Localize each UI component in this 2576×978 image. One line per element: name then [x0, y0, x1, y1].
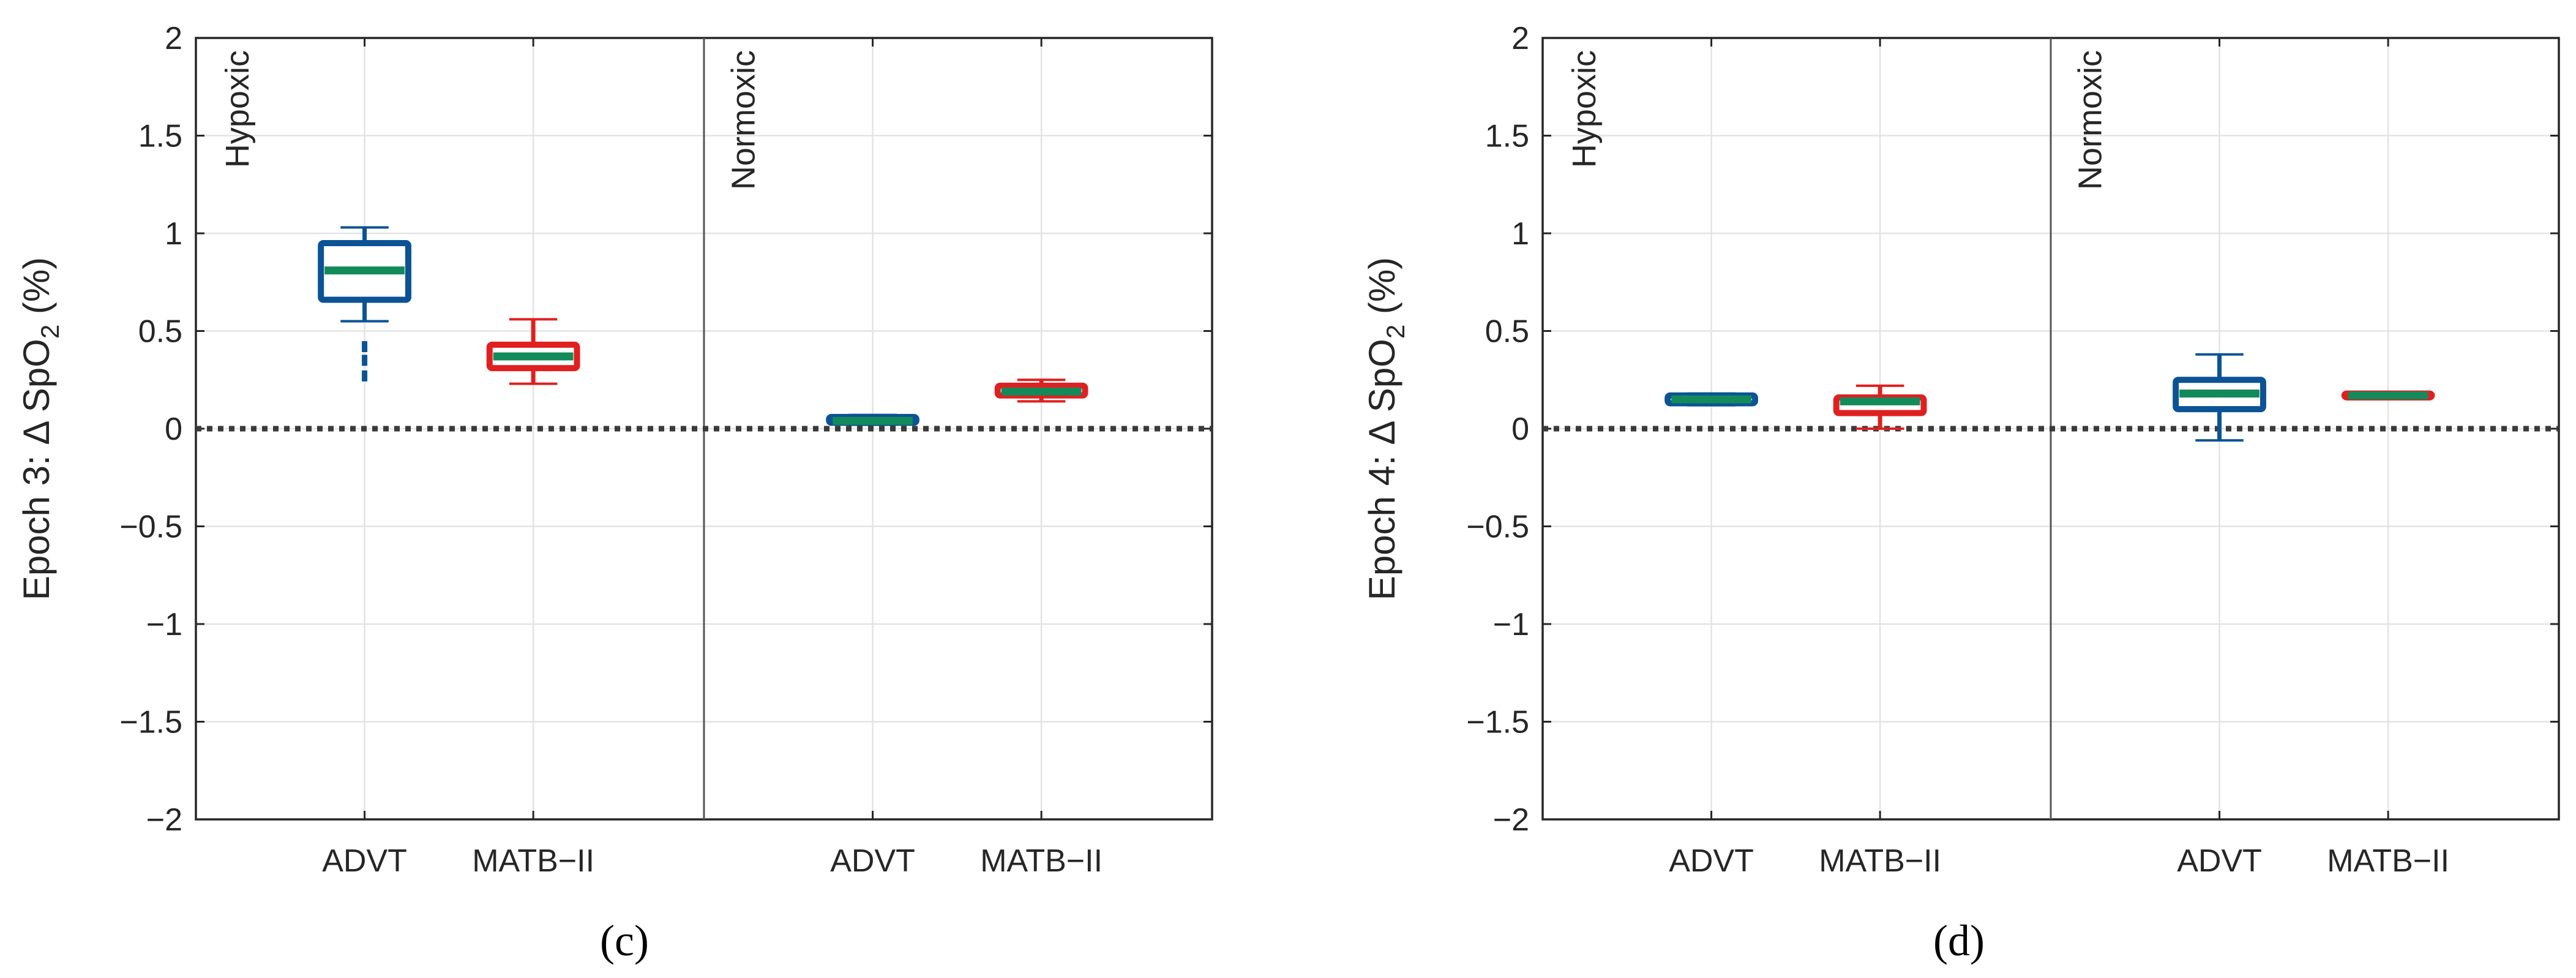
box-normoxic-advt — [826, 413, 919, 426]
x-tick-label: MATB−II — [472, 843, 594, 879]
box-normoxic-advt — [2173, 353, 2266, 442]
y-tick-label: −1 — [1493, 607, 1529, 642]
box-hypoxic-advt — [1664, 392, 1758, 407]
y-tick-label: −1.5 — [1466, 705, 1529, 740]
y-tick-label: −0.5 — [119, 510, 182, 545]
y-tick-label: 2 — [1511, 21, 1529, 56]
y-axis-label-units: (%) — [1361, 257, 1402, 325]
y-axis-label-units: (%) — [16, 257, 57, 325]
y-tick-label: 1.5 — [1485, 119, 1529, 154]
x-tick-label: MATB−II — [2327, 843, 2449, 879]
y-tick-label: 1 — [165, 216, 182, 252]
panel-label: (d) — [1933, 916, 1985, 965]
y-axis-label-main: Epoch 3: Δ SpO — [16, 339, 57, 600]
x-tick-label: ADVT — [322, 843, 407, 879]
box-hypoxic-matb — [486, 318, 580, 385]
box-hypoxic-advt — [318, 226, 411, 382]
chart-panel-c: 2 1.5 1 0.5 0 −0.5 −1 −1.5 −2 ADVT MATB−II ADVT MATB… — [16, 21, 1213, 879]
y-tick-label: 0.5 — [1485, 314, 1529, 350]
y-tick-label: 1 — [1511, 216, 1529, 252]
y-tick-label: −0.5 — [1466, 510, 1529, 545]
y-axis-label: Epoch 3: Δ SpO2 (%) — [16, 257, 64, 600]
y-tick-label: −2 — [1493, 802, 1529, 838]
y-tick-label: 0 — [1511, 412, 1529, 447]
x-tick-label: MATB−II — [1819, 843, 1941, 879]
box-normoxic-matb — [2341, 390, 2435, 401]
y-tick-label: −2 — [146, 802, 182, 838]
y-axis-label: Epoch 4: Δ SpO2 (%) — [1361, 257, 1410, 600]
panel-label: (c) — [600, 916, 649, 965]
x-tick-label: ADVT — [1669, 843, 1754, 879]
chart-panel-d: 2 1.5 1 0.5 0 −0.5 −1 −1.5 −2 ADVT MATB−II ADVT MATB… — [1361, 21, 2560, 879]
y-axis-label-subscript: 2 — [1381, 325, 1410, 339]
y-tick-label: 1.5 — [138, 119, 182, 154]
y-axis-label-main: Epoch 4: Δ SpO — [1361, 339, 1402, 600]
condition-label-hypoxic: Hypoxic — [1566, 50, 1603, 168]
x-tick-label: MATB−II — [980, 843, 1103, 879]
y-tick-label: 2 — [165, 21, 182, 56]
condition-label-hypoxic: Hypoxic — [219, 50, 256, 168]
y-axis-label-subscript: 2 — [36, 325, 64, 339]
condition-label-normoxic: Normoxic — [2072, 50, 2108, 190]
x-tick-label: ADVT — [830, 843, 915, 879]
y-tick-label: 0.5 — [138, 314, 182, 350]
box-hypoxic-matb — [1833, 384, 1927, 430]
y-tick-label: 0 — [165, 412, 182, 447]
condition-label-normoxic: Normoxic — [725, 50, 762, 190]
y-tick-label: −1 — [146, 607, 182, 642]
x-tick-label: ADVT — [2177, 843, 2262, 879]
y-tick-label: −1.5 — [119, 705, 182, 740]
box-normoxic-matb — [994, 378, 1088, 403]
